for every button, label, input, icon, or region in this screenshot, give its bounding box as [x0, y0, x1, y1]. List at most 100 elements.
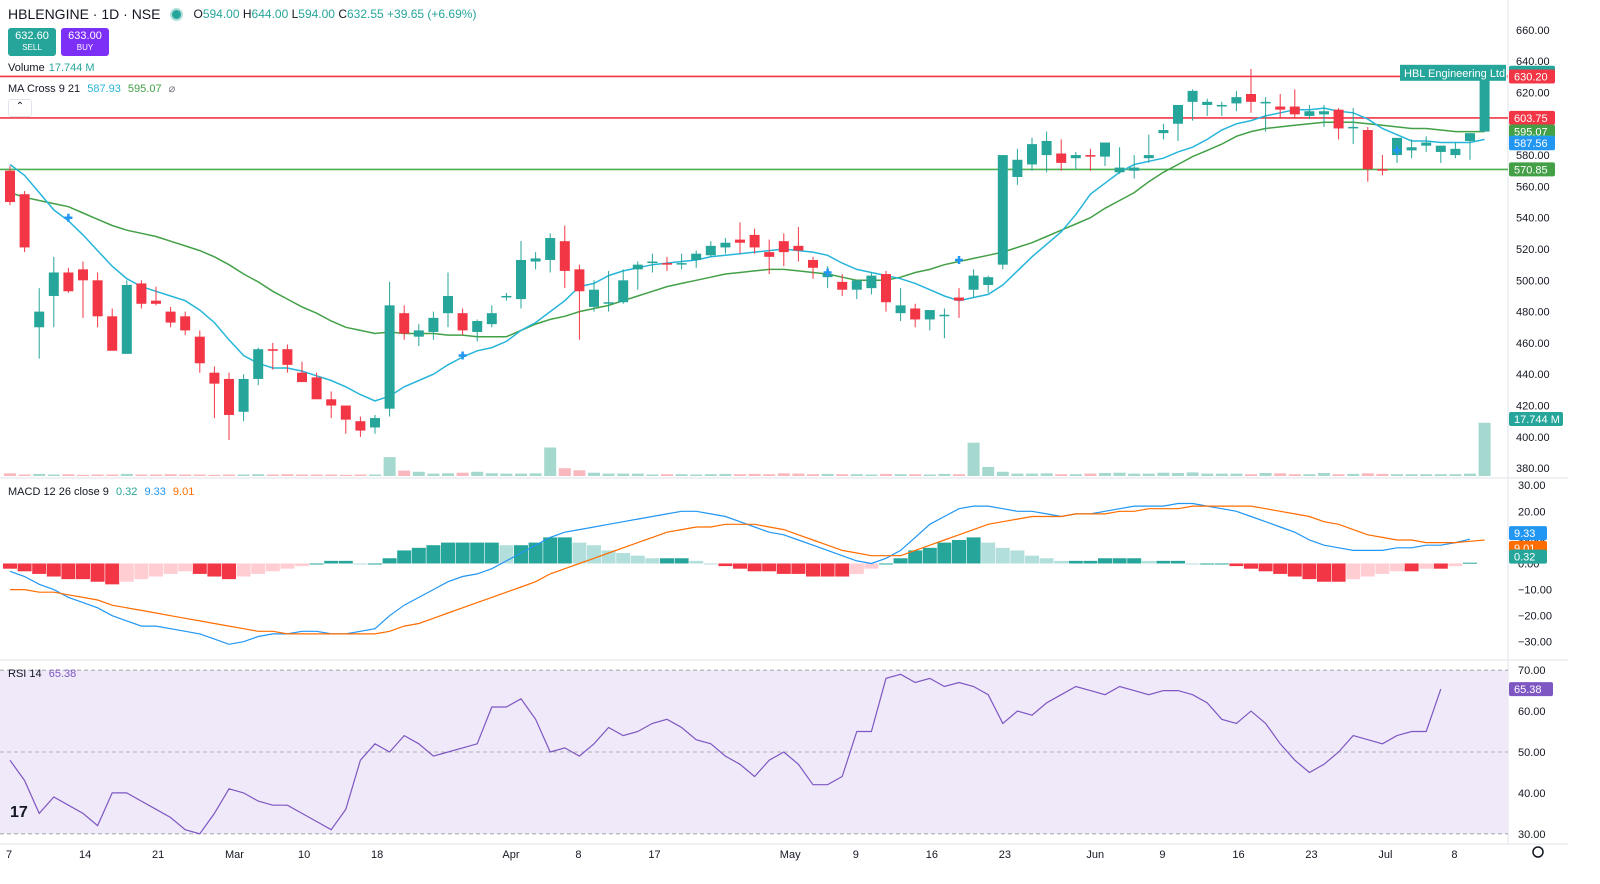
macd-histogram-bar: [981, 542, 996, 564]
macd-histogram-bar: [3, 563, 17, 569]
macd-histogram-bar: [1214, 563, 1229, 565]
macd-histogram-bar: [820, 563, 835, 577]
macd-histogram-bar: [660, 558, 674, 564]
macd-histogram-bar: [338, 560, 353, 564]
volume-bar: [690, 474, 703, 476]
volume-bar: [427, 473, 440, 476]
candle: [1333, 108, 1344, 140]
price-tick-label: 520.00: [1516, 244, 1550, 256]
volume-bar: [996, 471, 1009, 476]
candle-body: [720, 242, 731, 248]
volume-legend[interactable]: Volume 17.744 M: [8, 62, 95, 74]
macd-histogram-bar: [163, 563, 178, 574]
macd-tick-label: −30.00: [1518, 637, 1552, 649]
volume-bar: [120, 473, 133, 476]
candle-body: [1158, 130, 1169, 134]
volume-bar: [1434, 474, 1447, 476]
macd-histogram-bar: [1025, 555, 1039, 564]
candle-body: [1070, 155, 1081, 159]
candle-body: [92, 280, 103, 317]
macd-histogram-bar: [1360, 563, 1375, 577]
candle: [180, 311, 191, 336]
volume-bar: [1186, 472, 1199, 476]
candle-body: [19, 194, 30, 248]
candle: [924, 310, 935, 331]
candle-body: [1085, 155, 1096, 157]
volume-bar: [310, 474, 323, 476]
symbol-title[interactable]: HBLENGINE · 1D · NSE: [8, 6, 161, 22]
macd-histogram-bar: [630, 555, 645, 564]
candle-body: [589, 289, 599, 307]
candle-body: [151, 300, 161, 304]
candle: [1100, 142, 1110, 167]
candle-body: [457, 313, 468, 331]
candle: [559, 225, 570, 289]
candle: [428, 311, 439, 340]
macd-legend[interactable]: MACD 12 26 close 9 0.32 9.33 9.01: [8, 486, 195, 498]
candle: [1450, 142, 1461, 159]
price-tick-label: 440.00: [1516, 369, 1550, 381]
time-tick-label: 9: [853, 849, 859, 861]
candle: [399, 305, 410, 340]
volume-bar: [456, 472, 469, 476]
candle: [501, 292, 512, 301]
volume-bar: [631, 473, 644, 476]
time-tick-label: 10: [298, 849, 310, 861]
hide-indicator-icon: ⌀: [168, 83, 176, 95]
macd-histogram-bar: [747, 563, 762, 572]
macd-histogram-bar: [1390, 563, 1404, 572]
candle: [808, 256, 818, 279]
candle-body: [1450, 148, 1461, 156]
svg-text:595.07: 595.07: [1514, 126, 1548, 138]
sell-button[interactable]: 632.60 SELL: [8, 28, 56, 56]
rsi-line: [9, 673, 1442, 835]
candle: [486, 305, 497, 328]
candle-body: [1027, 144, 1037, 165]
time-tick-label: 17: [648, 849, 660, 861]
candle: [384, 281, 395, 417]
time-tick-label: 8: [1451, 849, 1457, 861]
tradingview-logo-icon[interactable]: 17: [10, 804, 28, 821]
candle-body: [808, 259, 818, 268]
volume-bar: [18, 474, 31, 476]
macd-histogram-bar: [1054, 560, 1069, 564]
svg-text:17.744 M: 17.744 M: [1514, 414, 1560, 426]
candle-body: [107, 316, 118, 351]
time-tick-label: 16: [926, 849, 938, 861]
macd-histogram-bar: [105, 563, 120, 585]
candle-body: [297, 372, 307, 383]
buy-button[interactable]: 633.00 BUY: [61, 28, 109, 56]
candle: [370, 414, 380, 434]
rsi-tick-label: 30.00: [1518, 829, 1546, 841]
volume-bar: [588, 472, 600, 476]
volume-bar: [237, 474, 250, 476]
settings-gear-icon[interactable]: [1532, 846, 1544, 858]
macd-axis-badge: 0.32: [1509, 549, 1547, 564]
time-tick-label: Apr: [502, 849, 519, 861]
candle: [1216, 101, 1227, 116]
candle: [19, 191, 30, 253]
candle: [720, 238, 731, 254]
candle-body: [1333, 109, 1344, 129]
macd-signal-line: [10, 505, 1485, 635]
macd-histogram-bar: [119, 563, 134, 582]
macd-histogram-bar: [514, 545, 528, 564]
candle: [209, 366, 220, 419]
rsi-tick-label: 40.00: [1518, 788, 1546, 800]
ma-cross-legend[interactable]: MA Cross 9 21 587.93 595.07 ⌀: [8, 83, 176, 95]
macd-tick-label: −20.00: [1518, 611, 1552, 623]
collapse-legend-icon[interactable]: ⌃: [8, 99, 32, 117]
price-tick-label: 540.00: [1516, 213, 1550, 225]
macd-histogram-bar: [61, 563, 76, 580]
candle-body: [136, 283, 147, 304]
time-tick-label: Mar: [225, 849, 244, 861]
svg-text:HBL Engineering Ltd.: HBL Engineering Ltd.: [1404, 68, 1508, 80]
volume-bar: [558, 468, 571, 476]
volume-bar: [675, 474, 688, 476]
candle: [1231, 90, 1242, 112]
rsi-legend[interactable]: RSI 14 65.38: [8, 668, 77, 680]
candle-body: [1479, 70, 1490, 132]
candle: [238, 374, 249, 422]
candle: [107, 308, 118, 351]
